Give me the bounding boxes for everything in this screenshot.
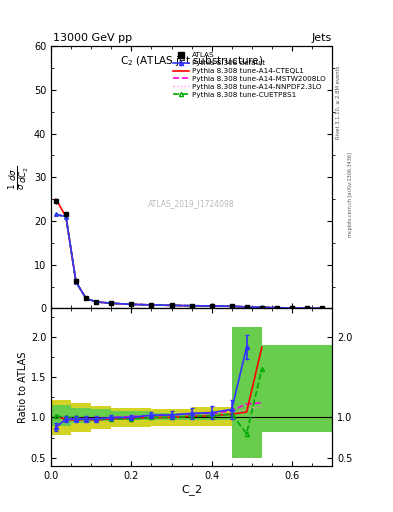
Text: C$_2$ (ATLAS jet substructure): C$_2$ (ATLAS jet substructure)	[120, 54, 263, 68]
Legend: ATLAS, Pythia 8.308 default, Pythia 8.308 tune-A14-CTEQL1, Pythia 8.308 tune-A14: ATLAS, Pythia 8.308 default, Pythia 8.30…	[173, 52, 326, 98]
X-axis label: C$\_2$: C$\_2$	[181, 483, 202, 498]
Y-axis label: Ratio to ATLAS: Ratio to ATLAS	[18, 352, 28, 423]
Text: ATLAS_2019_I1724098: ATLAS_2019_I1724098	[148, 199, 235, 208]
Text: mcplots.cern.ch [arXiv:1306.3436]: mcplots.cern.ch [arXiv:1306.3436]	[348, 152, 353, 237]
Text: 13000 GeV pp: 13000 GeV pp	[53, 33, 132, 44]
Text: Jets: Jets	[312, 33, 332, 44]
Text: Rivet 3.1.10, ≥ 2.8M events: Rivet 3.1.10, ≥ 2.8M events	[336, 66, 341, 139]
Y-axis label: $\frac{1}{\sigma}\frac{d\sigma}{dC_2}$: $\frac{1}{\sigma}\frac{d\sigma}{dC_2}$	[8, 165, 31, 190]
